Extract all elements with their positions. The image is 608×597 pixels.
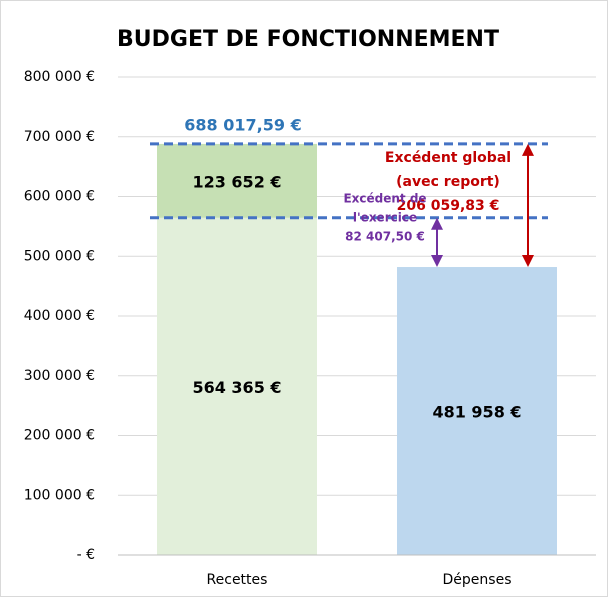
y-tick-label: 500 000 €	[24, 248, 95, 264]
y-tick-label: - €	[77, 547, 95, 563]
chart-title: BUDGET DE FONCTIONNEMENT	[117, 27, 499, 52]
bar-value-label: 123 652 €	[192, 172, 281, 191]
bar-value-label: 564 365 €	[192, 378, 281, 397]
annotation-value: 206 059,83 €	[397, 198, 500, 214]
bar-segment	[397, 267, 557, 555]
annotation-label: l'exercice	[353, 211, 417, 225]
arrow-head	[522, 143, 534, 156]
y-tick-label: 100 000 €	[24, 487, 95, 503]
x-tick-label: Dépenses	[443, 572, 512, 588]
bar-segment	[157, 143, 317, 218]
bar-segment	[157, 217, 317, 555]
annotation-label: Excédent global	[385, 150, 511, 166]
total-label: 688 017,59 €	[184, 115, 301, 134]
arrow-head	[522, 255, 534, 268]
annotation-value: 82 407,50 €	[345, 230, 425, 244]
bar-value-label: 481 958 €	[432, 403, 521, 422]
annotation-label: (avec report)	[396, 174, 500, 190]
y-tick-label: 600 000 €	[24, 189, 95, 205]
annotation-label: Excédent de	[343, 192, 426, 206]
arrow-head	[431, 217, 443, 230]
y-tick-label: 800 000 €	[24, 69, 95, 85]
arrow-head	[431, 255, 443, 268]
y-tick-label: 700 000 €	[24, 129, 95, 145]
y-tick-label: 400 000 €	[24, 308, 95, 324]
y-tick-label: 300 000 €	[24, 368, 95, 384]
y-tick-label: 200 000 €	[24, 428, 95, 444]
x-tick-label: Recettes	[207, 572, 268, 588]
